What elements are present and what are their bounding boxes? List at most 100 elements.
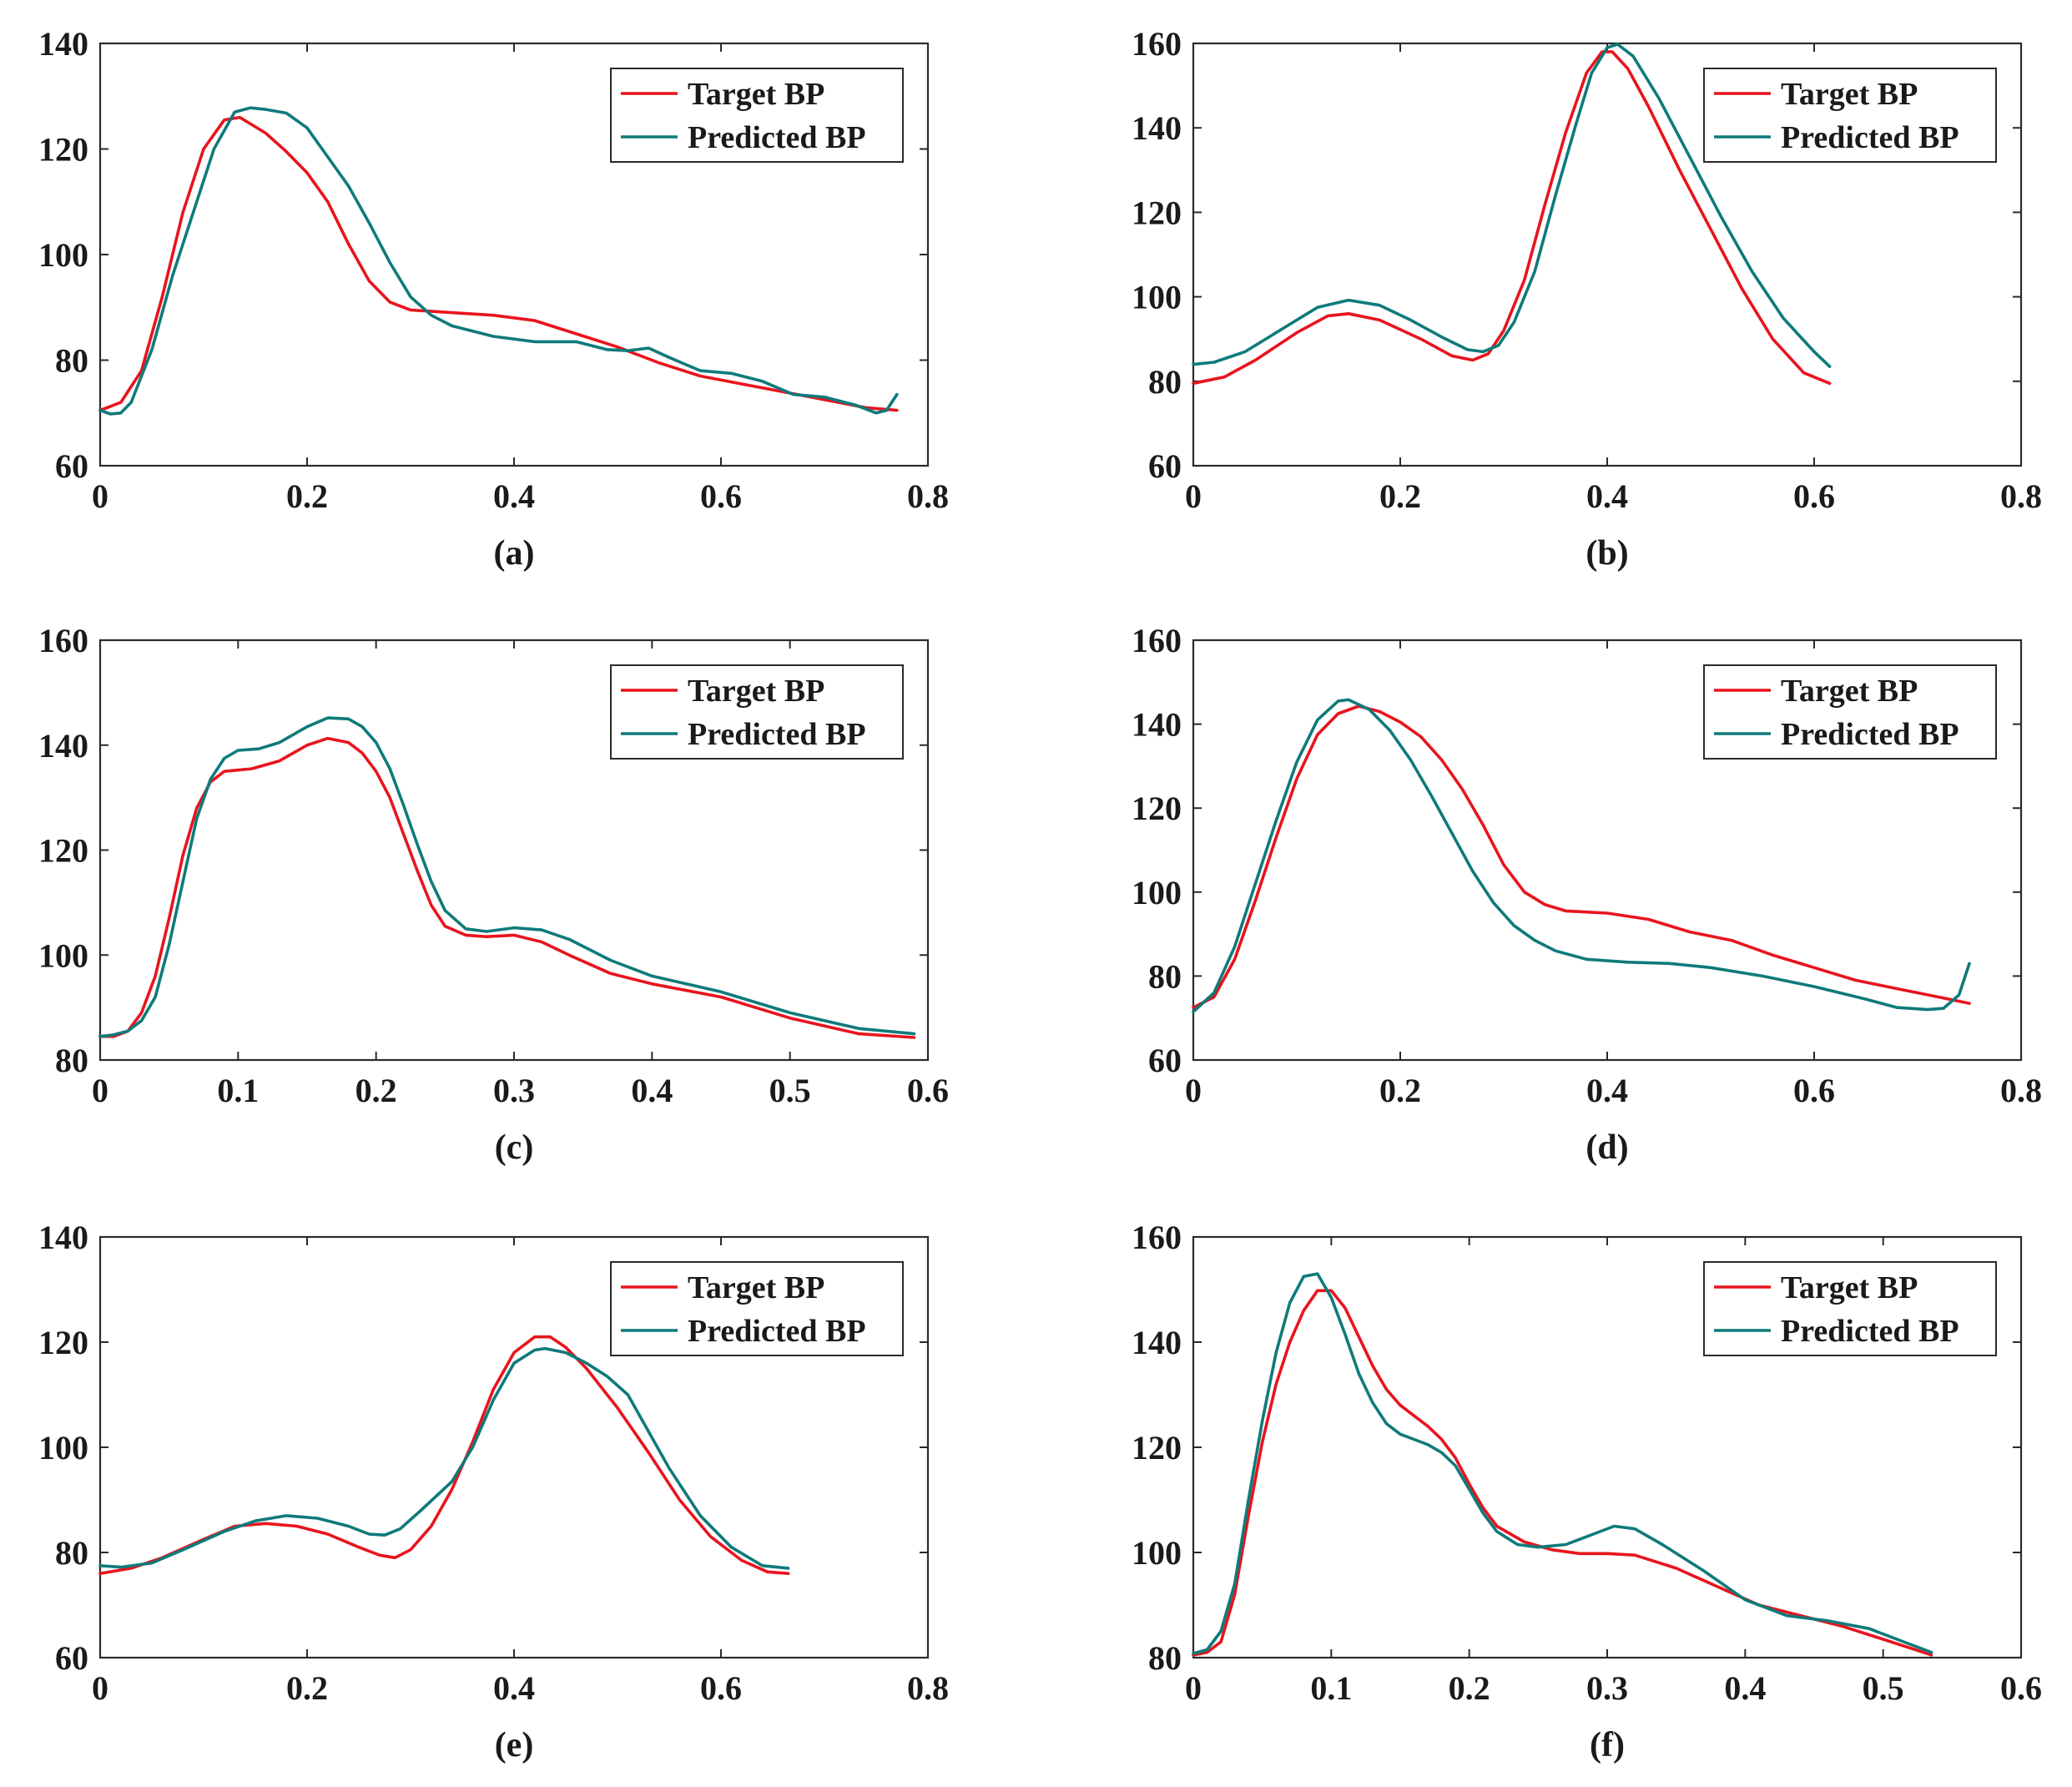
y-tick-label: 80 bbox=[55, 1534, 88, 1572]
x-tick-label: 0.2 bbox=[286, 477, 328, 515]
y-tick-label: 100 bbox=[1132, 279, 1182, 316]
legend-label: Predicted BP bbox=[688, 1314, 866, 1349]
y-tick-label: 100 bbox=[1132, 874, 1182, 911]
legend: Target BP Predicted BP bbox=[610, 68, 904, 163]
legend-label: Predicted BP bbox=[1781, 717, 1959, 752]
series-line-predicted-bp bbox=[98, 716, 916, 1038]
y-tick-label: 60 bbox=[55, 447, 88, 485]
legend-label: Target BP bbox=[688, 674, 824, 709]
y-tick-label: 160 bbox=[1132, 25, 1182, 63]
y-tick-label: 80 bbox=[55, 342, 88, 380]
y-tick-label: 140 bbox=[38, 25, 88, 63]
x-tick-label: 0.1 bbox=[217, 1072, 259, 1109]
y-tick-label: 60 bbox=[1148, 1042, 1182, 1079]
x-tick-label: 0.2 bbox=[286, 1669, 328, 1707]
legend-label: Target BP bbox=[1781, 77, 1918, 112]
chart-panel: 0 0.2 0.4 0.6 0.8 60 80 100 120 140 160 Target BP Pr… bbox=[1132, 622, 2042, 1167]
legend-box bbox=[610, 1261, 904, 1356]
x-tick-label: 0 bbox=[92, 1072, 108, 1109]
series-line-predicted-bp bbox=[1192, 1272, 1933, 1655]
y-tick-label: 120 bbox=[38, 832, 88, 870]
x-tick-label: 0.4 bbox=[493, 477, 535, 515]
chart-panel: 0 0.2 0.4 0.6 0.8 60 80 100 120 140 Target BP Predi… bbox=[38, 25, 949, 573]
series-line-target-bp bbox=[98, 736, 916, 1039]
chart-panel: 0 0.2 0.4 0.6 0.8 60 80 100 120 140 Target BP Predi… bbox=[38, 1219, 949, 1764]
y-tick-label: 100 bbox=[38, 936, 88, 974]
legend: Target BP Predicted BP bbox=[1703, 664, 1997, 760]
series-line-predicted-bp bbox=[1192, 698, 1971, 1013]
legend-label: Predicted BP bbox=[688, 120, 866, 155]
series-line-predicted-bp bbox=[98, 1346, 790, 1570]
y-tick-label: 80 bbox=[1148, 1639, 1182, 1677]
x-tick-label: 0.5 bbox=[1863, 1669, 1904, 1707]
x-tick-label: 0.6 bbox=[907, 1072, 949, 1109]
x-tick-label: 0.4 bbox=[493, 1669, 535, 1707]
chart-panel: 0 0.1 0.2 0.3 0.4 0.5 0.6 80 100 120 140 160 Target … bbox=[38, 622, 949, 1167]
legend: Target BP Predicted BP bbox=[1703, 68, 1997, 163]
x-tick-label: 0.6 bbox=[700, 477, 742, 515]
y-tick-label: 80 bbox=[55, 1042, 88, 1079]
x-tick-label: 0.1 bbox=[1310, 1669, 1352, 1707]
y-tick-label: 160 bbox=[38, 622, 88, 659]
x-tick-label: 0.6 bbox=[1793, 477, 1835, 515]
y-tick-label: 140 bbox=[1132, 706, 1182, 744]
x-tick-label: 0.4 bbox=[1724, 1669, 1766, 1707]
y-tick-label: 100 bbox=[1132, 1534, 1182, 1572]
x-tick-label: 0.8 bbox=[907, 1669, 949, 1707]
legend: Target BP Predicted BP bbox=[610, 1261, 904, 1356]
x-tick-label: 0.3 bbox=[493, 1072, 535, 1109]
y-tick-label: 120 bbox=[1132, 790, 1182, 827]
panel-caption: (d) bbox=[1586, 1128, 1628, 1167]
y-tick-label: 140 bbox=[38, 1219, 88, 1256]
x-tick-label: 0 bbox=[92, 1669, 108, 1707]
x-tick-label: 0.3 bbox=[1586, 1669, 1628, 1707]
x-tick-label: 0.2 bbox=[1379, 477, 1421, 515]
legend-label: Predicted BP bbox=[1781, 1314, 1959, 1349]
y-tick-label: 140 bbox=[38, 727, 88, 765]
y-tick-label: 80 bbox=[1148, 957, 1182, 995]
x-tick-label: 0 bbox=[92, 477, 108, 515]
panel-caption: (b) bbox=[1586, 534, 1628, 573]
x-tick-label: 0.6 bbox=[700, 1669, 742, 1707]
legend-box bbox=[1703, 68, 1997, 163]
x-tick-label: 0 bbox=[1185, 1072, 1202, 1109]
series-line-target-bp bbox=[1192, 50, 1832, 386]
y-tick-label: 120 bbox=[1132, 1429, 1182, 1466]
x-tick-label: 0.5 bbox=[769, 1072, 811, 1109]
x-tick-label: 0.8 bbox=[907, 477, 949, 515]
y-tick-label: 120 bbox=[38, 131, 88, 169]
y-tick-label: 160 bbox=[1132, 622, 1182, 659]
x-tick-label: 0.4 bbox=[1586, 1072, 1628, 1109]
x-tick-label: 0.2 bbox=[355, 1072, 397, 1109]
legend-label: Predicted BP bbox=[688, 717, 866, 752]
chart-panel: 0 0.1 0.2 0.3 0.4 0.5 0.6 80 100 120 140 160 Target … bbox=[1132, 1219, 2042, 1764]
x-tick-label: 0.8 bbox=[2000, 1072, 2042, 1109]
chart-panel: 0 0.2 0.4 0.6 0.8 60 80 100 120 140 160 Target BP Pr… bbox=[1132, 25, 2042, 573]
panel-caption: (e) bbox=[495, 1726, 534, 1764]
series-line-target-bp bbox=[98, 1335, 790, 1575]
y-tick-label: 120 bbox=[1132, 194, 1182, 231]
y-tick-label: 100 bbox=[38, 236, 88, 274]
y-tick-label: 100 bbox=[38, 1429, 88, 1466]
series-line-target-bp bbox=[1192, 1289, 1933, 1657]
panel-caption: (a) bbox=[494, 534, 535, 573]
y-tick-label: 120 bbox=[38, 1324, 88, 1361]
legend-box bbox=[610, 664, 904, 760]
y-tick-label: 140 bbox=[1132, 109, 1182, 147]
series-line-target-bp bbox=[1192, 704, 1971, 1009]
legend: Target BP Predicted BP bbox=[1703, 1261, 1997, 1356]
x-tick-label: 0.4 bbox=[631, 1072, 673, 1109]
x-tick-label: 0.2 bbox=[1449, 1669, 1490, 1707]
panel-caption: (f) bbox=[1590, 1726, 1625, 1764]
series-line-predicted-bp bbox=[1192, 43, 1832, 368]
legend-label: Target BP bbox=[1781, 1270, 1918, 1305]
x-tick-label: 0 bbox=[1185, 1669, 1202, 1707]
legend-box bbox=[1703, 1261, 1997, 1356]
x-tick-label: 0.6 bbox=[2000, 1669, 2042, 1707]
series-line-predicted-bp bbox=[98, 106, 899, 416]
series-line-target-bp bbox=[98, 115, 899, 412]
legend: Target BP Predicted BP bbox=[610, 664, 904, 760]
y-tick-label: 160 bbox=[1132, 1219, 1182, 1256]
x-tick-label: 0 bbox=[1185, 477, 1202, 515]
